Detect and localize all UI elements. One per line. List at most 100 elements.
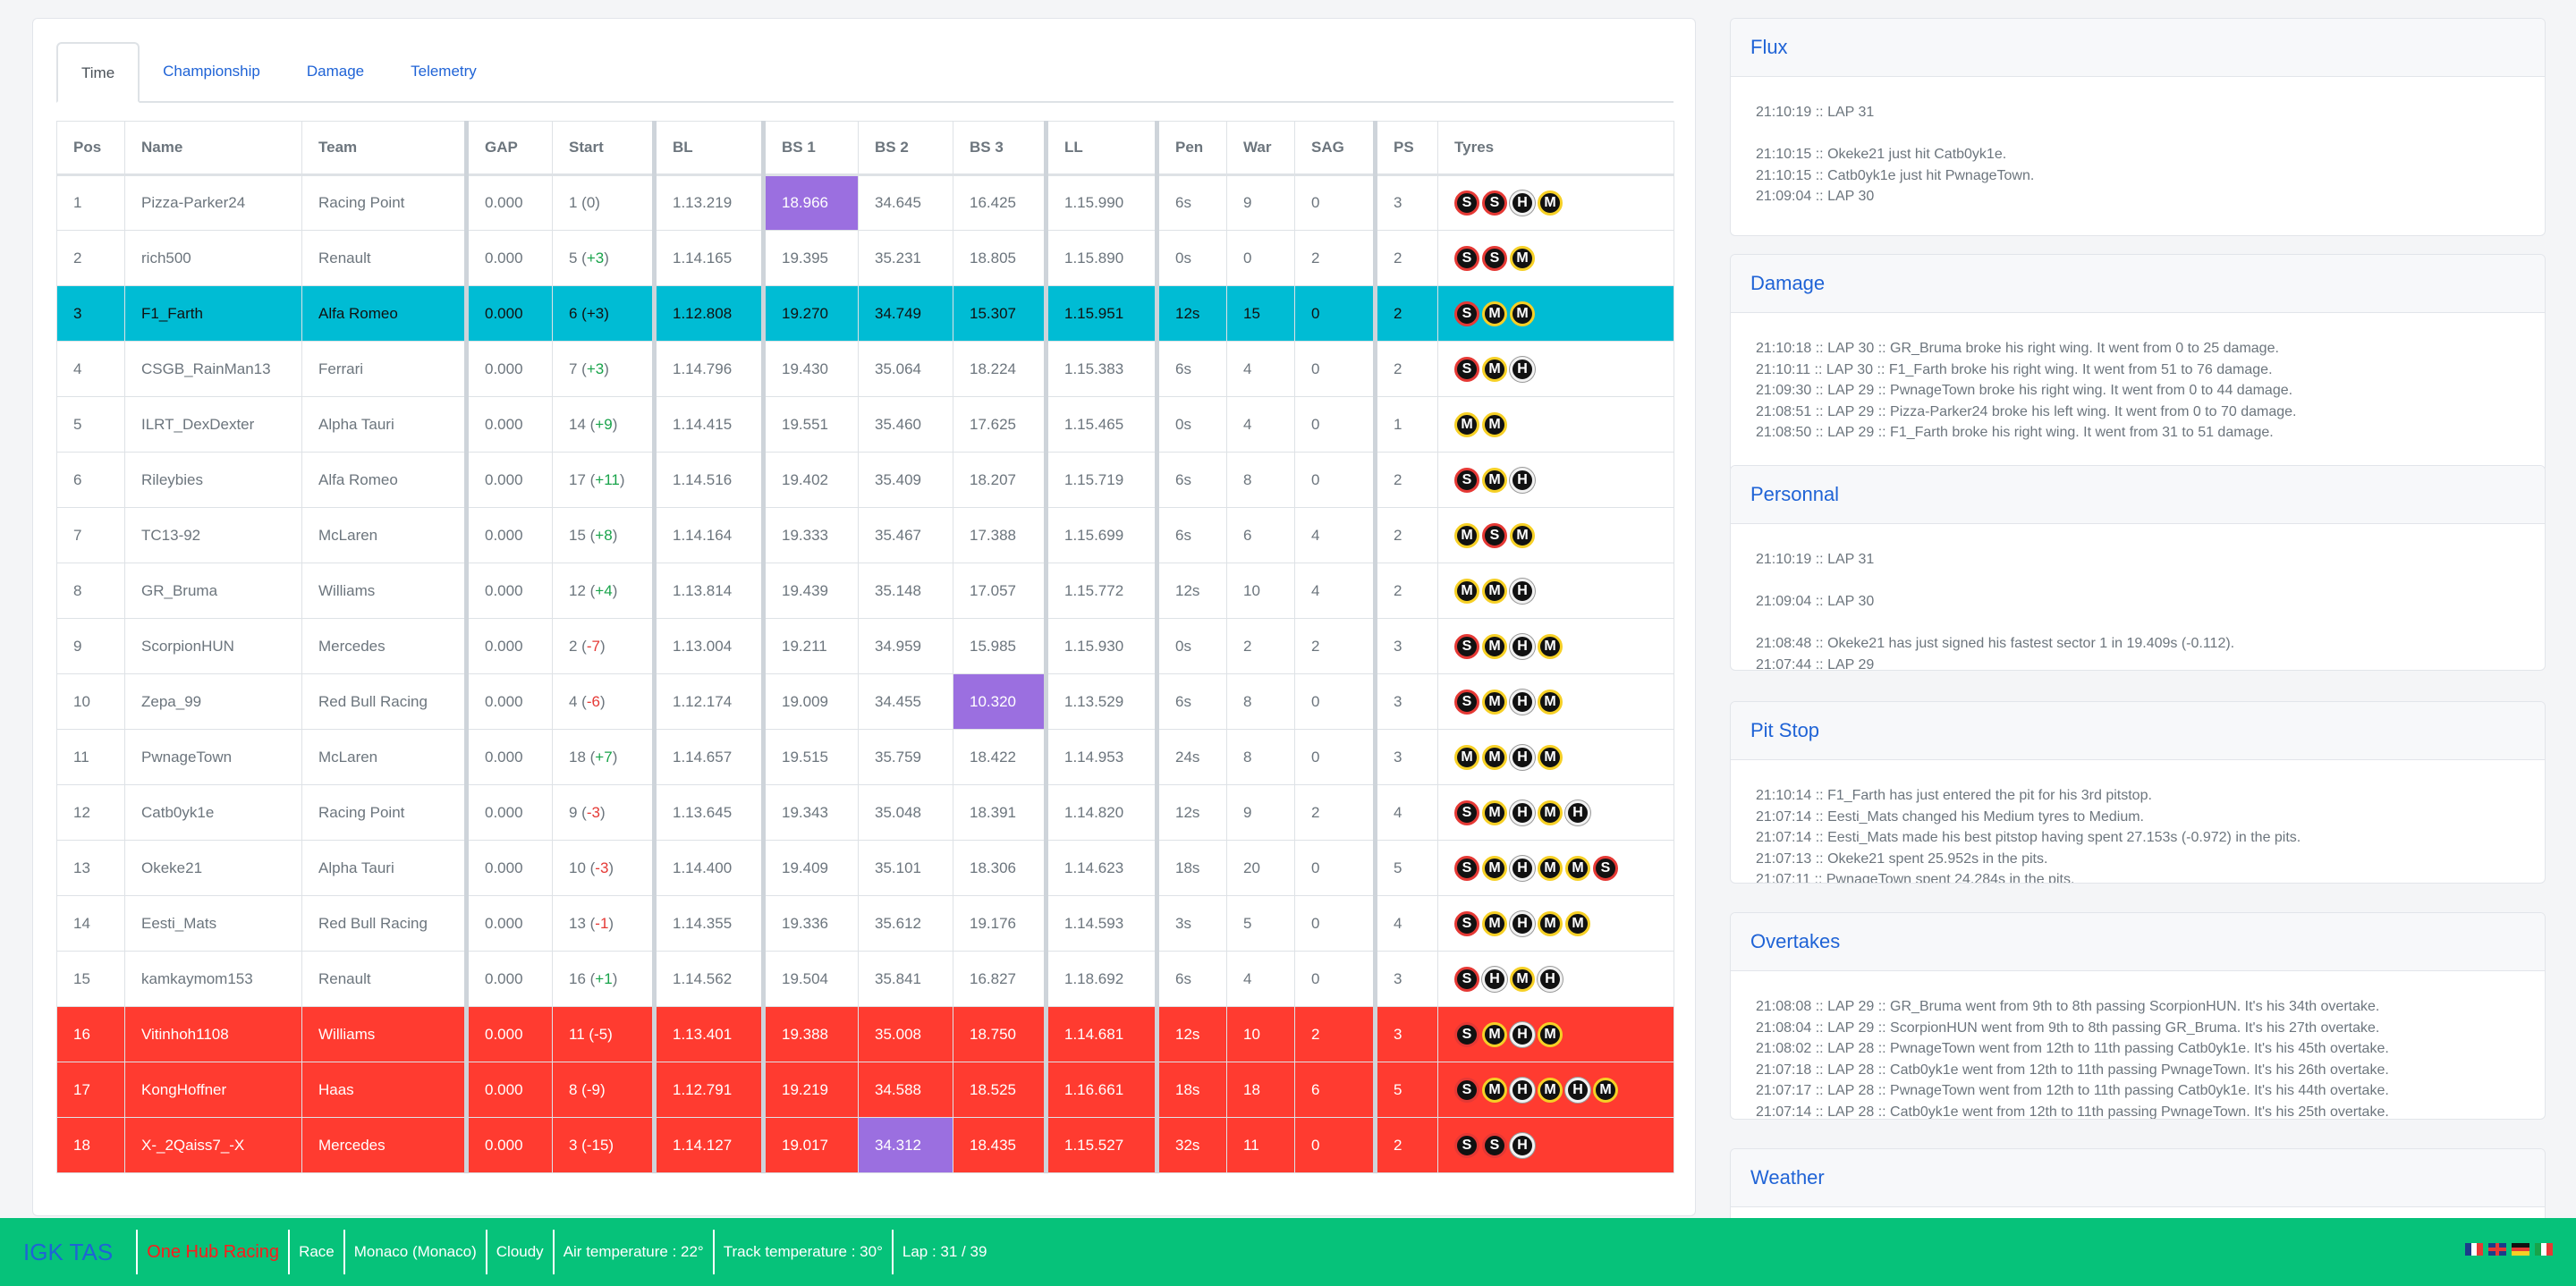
table-row[interactable]: 17 KongHoffner Haas 0.000 8 (-9) 1.12.791 19.2…	[56, 1062, 1674, 1118]
tyre-icon: S	[1454, 966, 1479, 992]
cell-pos: 16	[56, 1006, 125, 1062]
cell-sag: 0	[1294, 1117, 1376, 1173]
table-row[interactable]: 16 Vitinhoh1108 Williams 0.000 11 (-5) 1.13.4…	[56, 1006, 1674, 1062]
tyre-icon: M	[1482, 300, 1507, 326]
language-switcher	[2465, 1243, 2554, 1256]
cell-team: Ferrari	[301, 341, 467, 397]
cell-bs1: 19.333	[761, 507, 859, 563]
tyre-icon: H	[1510, 800, 1535, 825]
cell-sag: 2	[1294, 618, 1376, 674]
cell-pos: 15	[56, 951, 125, 1007]
log-line: 21:07:44 :: LAP 29	[1756, 656, 1875, 671]
tyre-icon: H	[1538, 966, 1563, 992]
tyre-icon: H	[1510, 190, 1535, 216]
cell-bs2: 35.008	[858, 1006, 953, 1062]
tyre-icon: S	[1454, 855, 1479, 881]
table-row[interactable]: 6 Rileybies Alfa Romeo 0.000 17 (+11) 1.14.51…	[56, 452, 1674, 508]
cell-name: X-_2Qaiss7_-X	[124, 1117, 302, 1173]
tyre-icon: S	[1454, 356, 1479, 382]
cell-war: 2	[1226, 618, 1295, 674]
cell-start: 13 (-1)	[552, 895, 655, 952]
table-row[interactable]: 2 rich500 Renault 0.000 5 (+3) 1.14.165 19.395…	[56, 230, 1674, 286]
cell-bl: 1.14.562	[652, 951, 764, 1007]
cell-war: 8	[1226, 452, 1295, 508]
brand-logo[interactable]: IGK TAS	[23, 1238, 114, 1265]
fr-flag-icon[interactable]	[2465, 1243, 2484, 1256]
cell-pen: 18s	[1155, 1062, 1227, 1118]
cell-pos: 4	[56, 341, 125, 397]
start-position: 8 (-9)	[569, 1080, 606, 1098]
cell-bl: 1.13.645	[652, 784, 764, 841]
status-bar: IGK TAS One Hub Racing Race Monaco (Mona…	[0, 1218, 2576, 1286]
position-delta: -6	[586, 692, 600, 710]
table-row[interactable]: 5 ILRT_DexDexter Alpha Tauri 0.000 14 (+9) 1.…	[56, 396, 1674, 453]
cell-bs1: 19.343	[761, 784, 859, 841]
log-line: 21:09:30 :: LAP 29 :: PwnageTown broke h…	[1756, 383, 2293, 398]
cell-pos: 17	[56, 1062, 125, 1118]
tyre-icon: H	[1565, 1077, 1590, 1103]
cell-war: 9	[1226, 784, 1295, 841]
panel-log[interactable]: 21:10:19 :: LAP 31 21:09:04 :: LAP 30 21:0…	[1731, 524, 2545, 671]
position-delta: -7	[586, 637, 600, 655]
start-position: 1 (0)	[569, 194, 600, 211]
table-row[interactable]: 11 PwnageTown McLaren 0.000 18 (+7) 1.14.657 1…	[56, 729, 1674, 785]
tab-time[interactable]: Time	[56, 42, 140, 103]
uk-flag-icon[interactable]	[2488, 1243, 2506, 1256]
cell-pos: 10	[56, 673, 125, 730]
cell-war: 18	[1226, 1062, 1295, 1118]
tyre-icon: M	[1538, 855, 1563, 881]
tyre-icon: M	[1565, 910, 1590, 936]
tyre-icon: S	[1593, 855, 1618, 881]
cell-pen: 12s	[1155, 285, 1227, 342]
cell-pos: 7	[56, 507, 125, 563]
table-row[interactable]: 3 F1_Farth Alfa Romeo 0.000 6 (+3) 1.12.808 19…	[56, 285, 1674, 342]
cell-bs3: 16.425	[953, 174, 1046, 231]
cell-ll: 1.16.661	[1044, 1062, 1157, 1118]
tab-championship[interactable]: Championship	[163, 63, 260, 80]
tyre-icon: M	[1482, 411, 1507, 437]
cell-sag: 0	[1294, 673, 1376, 730]
table-row[interactable]: 7 TC13-92 McLaren 0.000 15 (+8) 1.14.164 19.33…	[56, 507, 1674, 563]
table-row[interactable]: 15 kamkaymom153 Renault 0.000 16 (+1) 1.14.56…	[56, 951, 1674, 1007]
cell-bl: 1.13.401	[652, 1006, 764, 1062]
table-row[interactable]: 8 GR_Bruma Williams 0.000 12 (+4) 1.13.814 19.…	[56, 563, 1674, 619]
log-line: 21:08:51 :: LAP 29 :: Pizza-Parker24 bro…	[1756, 403, 2297, 419]
table-row[interactable]: 9 ScorpionHUN Mercedes 0.000 2 (-7) 1.13.004 1…	[56, 618, 1674, 674]
it-flag-icon[interactable]	[2535, 1243, 2554, 1256]
cell-gap: 0.000	[464, 285, 553, 342]
table-row[interactable]: 1 Pizza-Parker24 Racing Point 0.000 1 (0) 1.1…	[56, 174, 1674, 231]
cell-pen: 18s	[1155, 840, 1227, 896]
log-line: 21:07:18 :: LAP 28 :: Catb0yk1e went fro…	[1756, 1062, 2389, 1078]
cell-start: 1 (0)	[552, 174, 655, 231]
panel-flux: Flux 21:10:19 :: LAP 31 21:10:15 :: Okeke2…	[1730, 18, 2546, 236]
tab-damage[interactable]: Damage	[306, 63, 365, 80]
tyre-icon: H	[1510, 855, 1535, 881]
cell-sag: 2	[1294, 1006, 1376, 1062]
table-row[interactable]: 10 Zepa_99 Red Bull Racing 0.000 4 (-6) 1.12.…	[56, 673, 1674, 730]
table-row[interactable]: 14 Eesti_Mats Red Bull Racing 0.000 13 (-1) 1…	[56, 895, 1674, 952]
cell-start: 16 (+1)	[552, 951, 655, 1007]
panel-log[interactable]: 21:08:08 :: LAP 29 :: GR_Bruma went from…	[1731, 971, 2545, 1119]
cell-ll: 1.18.692	[1044, 951, 1157, 1007]
cell-ll: 1.14.593	[1044, 895, 1157, 952]
cell-pen: 24s	[1155, 729, 1227, 785]
cell-bs1: 18.966	[761, 174, 859, 231]
tab-telemetry[interactable]: Telemetry	[411, 63, 477, 80]
cell-ll: 1.14.681	[1044, 1006, 1157, 1062]
table-row[interactable]: 18 X-_2Qaiss7_-X Mercedes 0.000 3 (-15) 1.14.…	[56, 1117, 1674, 1173]
table-row[interactable]: 12 Catb0yk1e Racing Point 0.000 9 (-3) 1.13.6…	[56, 784, 1674, 841]
tyre-icon: M	[1454, 411, 1479, 437]
panel-log[interactable]: 21:10:14 :: F1_Farth has just entered th…	[1731, 760, 2545, 883]
position-delta: -3	[595, 859, 609, 876]
cell-bs3: 18.391	[953, 784, 1046, 841]
de-flag-icon[interactable]	[2512, 1243, 2529, 1256]
panel-log[interactable]: 21:10:18 :: LAP 30 :: GR_Bruma broke his…	[1731, 313, 2545, 444]
table-row[interactable]: 13 Okeke21 Alpha Tauri 0.000 10 (-3) 1.14.400…	[56, 840, 1674, 896]
panel-pit-stop: Pit Stop 21:10:14 :: F1_Farth has just en…	[1730, 701, 2546, 884]
table-row[interactable]: 4 CSGB_RainMan13 Ferrari 0.000 7 (+3) 1.14.79…	[56, 341, 1674, 397]
cell-ll: 1.15.699	[1044, 507, 1157, 563]
panel-log[interactable]: 21:10:19 :: LAP 31 21:10:15 :: Okeke21 ju…	[1731, 77, 2545, 207]
log-line: 21:07:13 :: Okeke21 spent 25.952s in the…	[1756, 850, 2048, 867]
